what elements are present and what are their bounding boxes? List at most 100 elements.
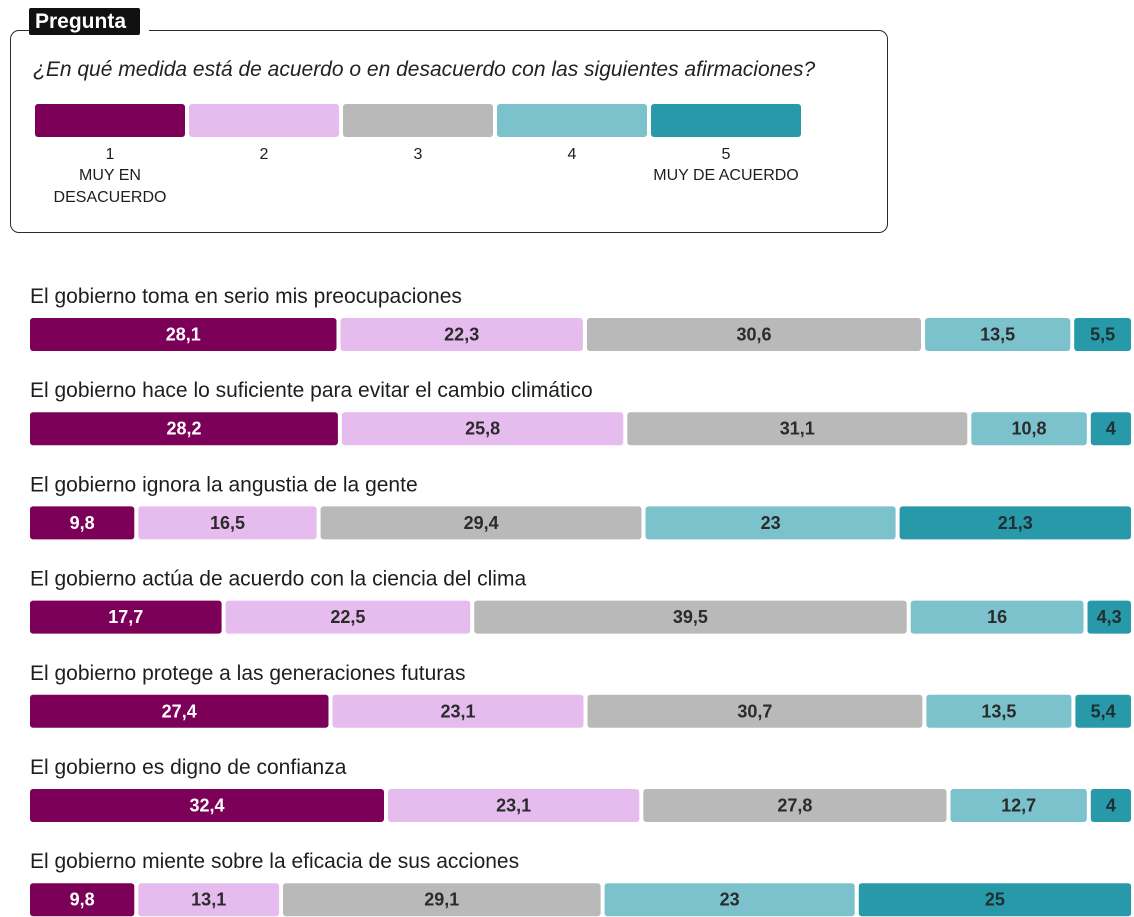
- scale-item-1: 1 MUY EN DESACUERDO: [35, 104, 185, 214]
- bar-row: El gobierno es digno de confianza 32,4 23,…: [30, 756, 1131, 822]
- scale-label: MUY EN DESACUERDO: [53, 167, 167, 206]
- scale-swatch: [651, 104, 801, 137]
- row-label: El gobierno toma en serio mis preocupaci…: [30, 285, 462, 308]
- data-label: 27,4: [162, 701, 197, 721]
- data-label: 29,1: [424, 890, 459, 910]
- data-label: 23: [761, 513, 781, 533]
- data-label: 13,1: [191, 890, 226, 910]
- bar-segment-1: [30, 600, 222, 634]
- bar-row: El gobierno miente sobre la eficacia de …: [30, 850, 1132, 917]
- bar-segment-2: [138, 506, 317, 540]
- bar-segment-3: [587, 694, 923, 728]
- scale-swatch: [497, 104, 647, 137]
- data-label: 30,7: [737, 701, 772, 721]
- bar-segment-4: [925, 318, 1071, 351]
- bar-segment-5: [1087, 600, 1131, 634]
- row-label: El gobierno miente sobre la eficacia de …: [30, 850, 519, 873]
- data-label: 10,8: [1011, 419, 1046, 439]
- bar-segment-1: [30, 883, 135, 917]
- data-label: 29,4: [464, 513, 499, 533]
- scale-swatch: [189, 104, 339, 137]
- row-label: El gobierno es digno de confianza: [30, 756, 347, 779]
- data-label: 28,1: [166, 325, 201, 345]
- bar-segment-3: [474, 600, 907, 634]
- bar-segment-4: [910, 600, 1084, 634]
- data-label: 13,5: [980, 325, 1015, 345]
- bar-segment-1: [30, 789, 384, 822]
- scale-value: 4: [567, 146, 577, 163]
- data-label: 22,5: [330, 607, 365, 627]
- data-label: 4: [1106, 796, 1116, 816]
- data-label: 32,4: [189, 796, 224, 816]
- data-label: 25,8: [465, 419, 500, 439]
- bar-segment-5: [1074, 318, 1131, 351]
- data-label: 25: [985, 890, 1005, 910]
- bar-row: El gobierno toma en serio mis preocupaci…: [30, 285, 1131, 351]
- data-label: 21,3: [998, 513, 1033, 533]
- bar-segment-2: [388, 789, 640, 822]
- bar-segment-4: [926, 694, 1072, 728]
- bar-segment-3: [586, 318, 921, 351]
- scale-swatch: [343, 104, 493, 137]
- scale-value: 1: [105, 146, 115, 163]
- scale-swatch: [35, 104, 185, 137]
- data-label: 23,1: [496, 796, 531, 816]
- bar-segment-2: [340, 318, 583, 351]
- bar-segment-1: [30, 412, 338, 446]
- scale-label: MUY DE ACUERDO: [653, 167, 799, 184]
- bar-segment-4: [604, 883, 855, 917]
- row-label: El gobierno protege a las generaciones f…: [30, 662, 465, 685]
- question-tag: Pregunta: [29, 8, 140, 35]
- data-label: 5,4: [1091, 701, 1116, 721]
- data-label: 16,5: [210, 513, 245, 533]
- bar-segment-3: [283, 883, 601, 917]
- bar-segment-4: [645, 506, 896, 540]
- question-text: ¿En qué medida está de acuerdo o en desa…: [33, 58, 816, 81]
- question-box-frame: [10, 30, 888, 233]
- bar-segment-4: [971, 412, 1087, 446]
- bar-segment-3: [643, 789, 947, 822]
- data-label: 5,5: [1090, 325, 1115, 345]
- row-label: El gobierno hace lo suficiente para evit…: [30, 379, 593, 402]
- scale-value: 2: [259, 146, 269, 163]
- scale-item-5: 5 MUY DE ACUERDO: [651, 104, 801, 214]
- bar-segment-3: [627, 412, 968, 446]
- row-label: El gobierno actúa de acuerdo con la cien…: [30, 568, 526, 591]
- data-label: 31,1: [780, 419, 815, 439]
- scale-value: 5: [721, 146, 731, 163]
- bar-row: El gobierno protege a las generaciones f…: [30, 662, 1131, 728]
- bar-row: El gobierno hace lo suficiente para evit…: [30, 379, 1131, 446]
- row-label: El gobierno ignora la angustia de la gen…: [30, 473, 418, 496]
- scale-value: 3: [413, 146, 423, 163]
- data-label: 30,6: [736, 325, 771, 345]
- bar-segment-1: [30, 694, 329, 728]
- scale-item-2: 2: [189, 104, 339, 214]
- data-label: 28,2: [166, 419, 201, 439]
- bar-segment-5: [1090, 789, 1131, 822]
- data-label: 13,5: [981, 701, 1016, 721]
- bar-segment-2: [138, 883, 280, 917]
- scale-item-3: 3: [343, 104, 493, 214]
- data-label: 12,7: [1001, 796, 1036, 816]
- scale-item-4: 4: [497, 104, 647, 214]
- data-label: 22,3: [444, 325, 479, 345]
- data-label: 27,8: [777, 796, 812, 816]
- bar-segment-3: [320, 506, 642, 540]
- bar-segment-4: [950, 789, 1087, 822]
- bar-row: El gobierno actúa de acuerdo con la cien…: [30, 568, 1131, 634]
- data-label: 23: [720, 890, 740, 910]
- data-label: 9,8: [70, 513, 95, 533]
- data-label: 16: [987, 607, 1007, 627]
- bar-segment-5: [858, 883, 1132, 917]
- bar-segment-5: [899, 506, 1131, 540]
- bar-segment-5: [1090, 412, 1131, 446]
- data-label: 39,5: [673, 607, 708, 627]
- bar-row: El gobierno ignora la angustia de la gen…: [30, 473, 1131, 540]
- bar-segment-1: [30, 506, 135, 540]
- data-label: 4,3: [1097, 607, 1122, 627]
- data-label: 23,1: [440, 701, 475, 721]
- bar-segment-2: [341, 412, 624, 446]
- bar-segment-1: [30, 318, 337, 351]
- data-label: 4: [1106, 419, 1116, 439]
